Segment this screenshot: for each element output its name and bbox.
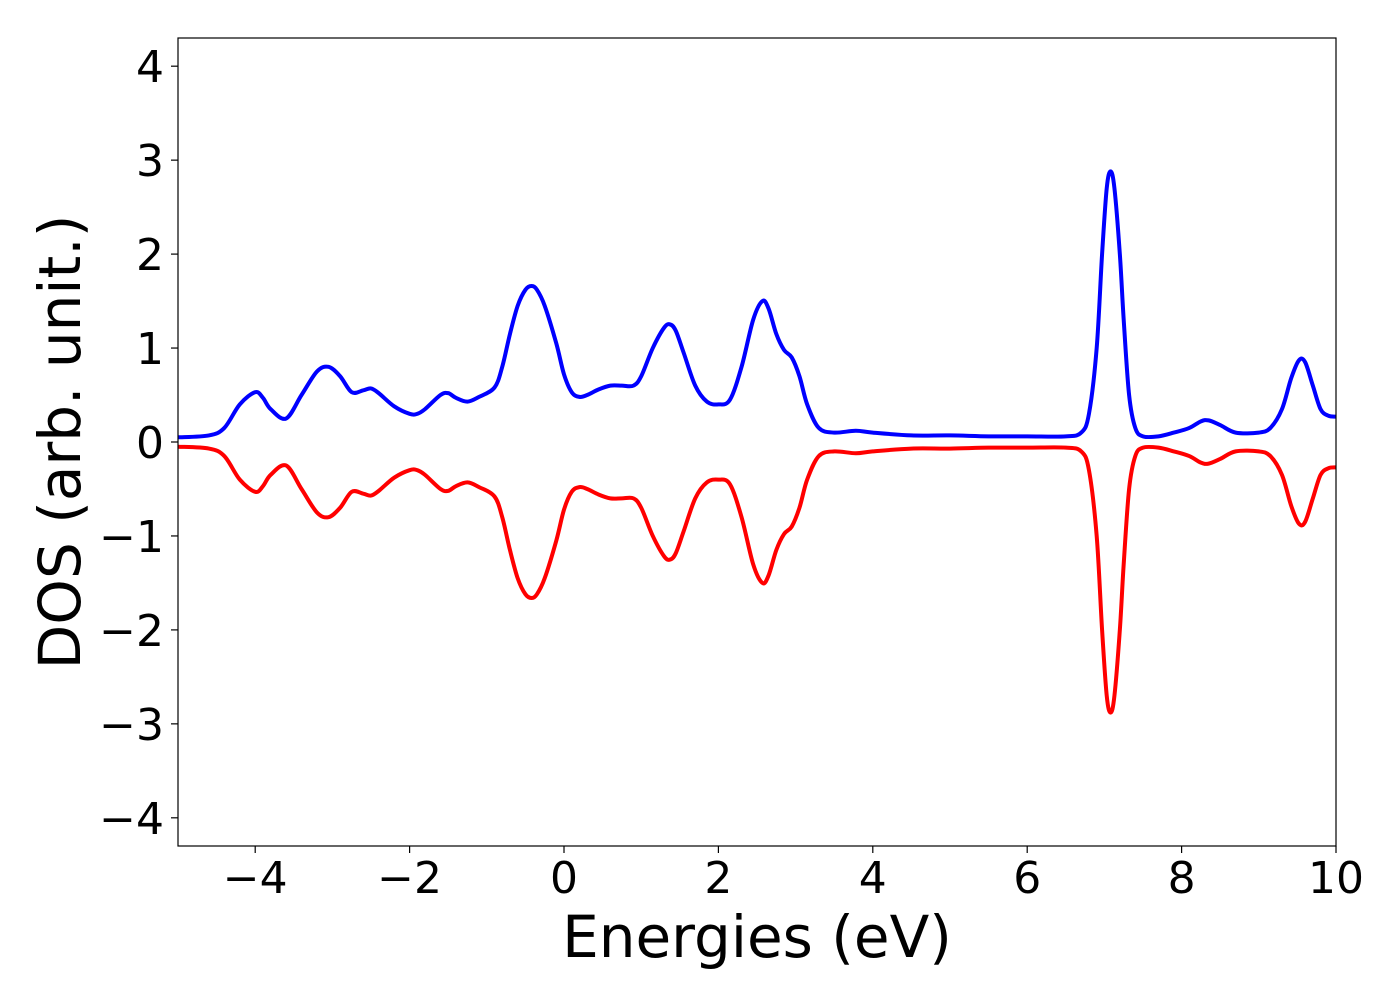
x-tick-label: −4 (223, 853, 288, 904)
y-tick-label: 3 (136, 136, 164, 187)
x-tick-label: 0 (550, 853, 578, 904)
y-tick-label: −2 (99, 606, 164, 657)
series-layer (177, 169, 1337, 715)
x-tick-label: −2 (377, 853, 442, 904)
y-tick-label: 2 (136, 230, 164, 281)
x-axis: −4 −2 0 2 4 6 8 10 (223, 846, 1364, 904)
x-tick-label: 6 (1013, 853, 1041, 904)
y-tick-label: −4 (99, 794, 164, 845)
y-axis-title: DOS (arb. unit.) (26, 215, 94, 670)
x-tick-label: 2 (704, 853, 732, 904)
y-tick-label: 4 (136, 42, 164, 93)
x-tick-label: 8 (1168, 853, 1196, 904)
y-tick-label: −1 (99, 512, 164, 563)
x-axis-title: Energies (eV) (562, 903, 952, 971)
x-tick-label: 4 (859, 853, 887, 904)
y-axis: −4 −3 −2 −1 0 1 2 3 4 (99, 42, 178, 845)
y-tick-label: 0 (136, 418, 164, 469)
series-line-spin-up (177, 169, 1337, 440)
x-tick-label: 10 (1308, 853, 1364, 904)
series-line-spin-down (177, 444, 1337, 715)
y-tick-label: −3 (99, 700, 164, 751)
y-tick-label: 1 (136, 324, 164, 375)
